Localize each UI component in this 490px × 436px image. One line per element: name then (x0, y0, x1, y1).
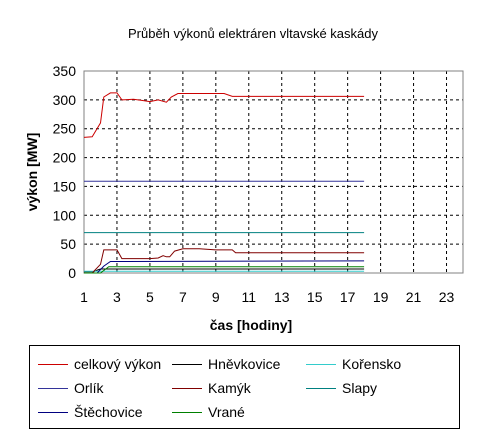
legend-swatch (306, 363, 336, 365)
y-tick-label: 250 (53, 121, 77, 137)
x-tick-label: 5 (146, 289, 154, 305)
legend-item-vrane: Vrané (172, 401, 245, 423)
y-tick-label: 0 (68, 265, 76, 281)
legend-swatch (38, 363, 68, 365)
legend-swatch (306, 387, 336, 389)
grid (83, 70, 463, 274)
x-tick-label: 1 (80, 289, 88, 305)
x-tick-label: 17 (340, 289, 356, 305)
legend-label: Hněvkovice (208, 356, 281, 372)
legend-label: Orlík (74, 380, 104, 396)
x-tick-label: 9 (212, 289, 220, 305)
series-line (84, 248, 365, 274)
series-lines (83, 92, 365, 274)
y-tick-label: 150 (53, 178, 77, 194)
legend-swatch (172, 387, 202, 389)
legend-item-slapy: Slapy (306, 377, 377, 399)
legend-swatch (38, 411, 68, 413)
legend-label: Kamýk (208, 380, 251, 396)
legend-label: Štěchovice (74, 404, 143, 420)
y-tick-label: 100 (53, 207, 77, 223)
x-tick-label: 7 (179, 289, 187, 305)
x-tick-label: 21 (406, 289, 422, 305)
x-tick-label: 11 (242, 289, 257, 305)
y-tick-label: 200 (53, 150, 77, 166)
legend-swatch (172, 363, 202, 365)
x-tick-label: 15 (307, 289, 323, 305)
series-line (83, 92, 365, 138)
legend-swatch (38, 387, 68, 389)
x-tick-label: 19 (373, 289, 389, 305)
y-tick-label: 300 (53, 92, 77, 108)
legend-item-stechovice: Štěchovice (38, 401, 142, 423)
legend: celkový výkon Hněvkovice Kořensko Orlík … (29, 345, 460, 429)
legend-label: celkový výkon (74, 356, 162, 372)
legend-item-celkovy-vykon: celkový výkon (38, 353, 161, 375)
x-axis-title: čas [hodiny] (210, 317, 292, 333)
legend-item-hnevkovice: Hněvkovice (172, 353, 280, 375)
legend-swatch (172, 411, 202, 413)
plot-frame (83, 70, 464, 274)
series-line (84, 266, 365, 274)
x-tick-label: 13 (274, 289, 290, 305)
y-tick-label: 350 (53, 63, 77, 79)
y-axis-title: výkon [MW] (24, 133, 40, 212)
legend-label: Vrané (208, 404, 245, 420)
legend-label: Slapy (342, 380, 378, 396)
legend-item-orlik: Orlík (38, 377, 104, 399)
chart-title: Průběh výkonů elektráren vltavské kaskád… (128, 26, 379, 41)
legend-label: Kořensko (342, 356, 402, 372)
x-tick-label: 23 (439, 289, 455, 305)
legend-item-kamyk: Kamýk (172, 377, 251, 399)
x-tick-label: 3 (113, 289, 121, 305)
legend-item-korensko: Kořensko (306, 353, 401, 375)
y-tick-label: 50 (60, 236, 76, 252)
